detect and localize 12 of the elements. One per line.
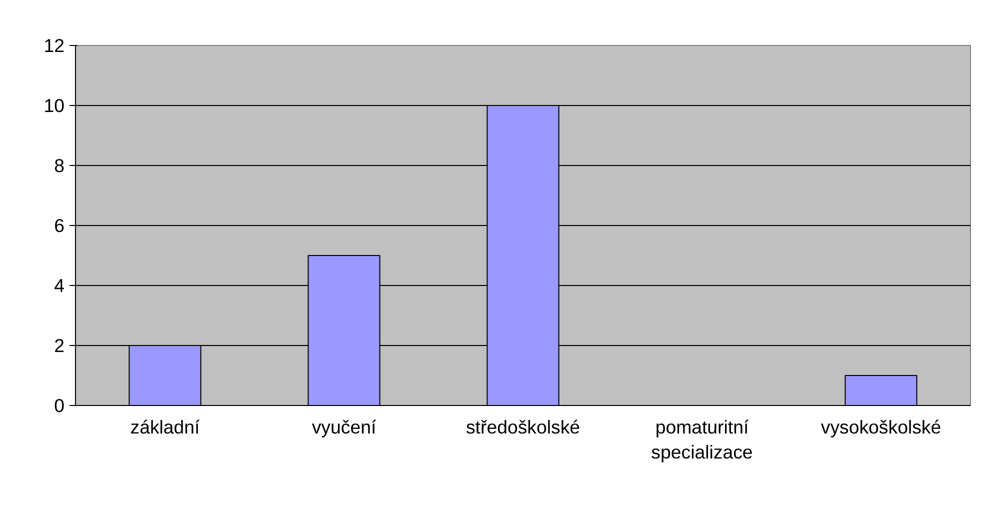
x-tick-label: základní <box>130 416 201 438</box>
y-tick-label: 8 <box>54 155 65 176</box>
x-tick-label: vysokoškolské <box>820 416 942 438</box>
x-tick-label: středoškolské <box>466 416 580 438</box>
x-tick-label: pomaturitní specializace <box>651 416 753 463</box>
y-tick-label: 2 <box>54 335 65 356</box>
x-tick-label: vyučení <box>312 416 377 438</box>
y-tick-label: 6 <box>54 215 65 236</box>
y-tick-label: 4 <box>54 275 65 296</box>
y-tick-label: 12 <box>44 35 65 56</box>
y-tick-label: 0 <box>54 395 65 416</box>
y-tick-label: 10 <box>44 95 65 116</box>
